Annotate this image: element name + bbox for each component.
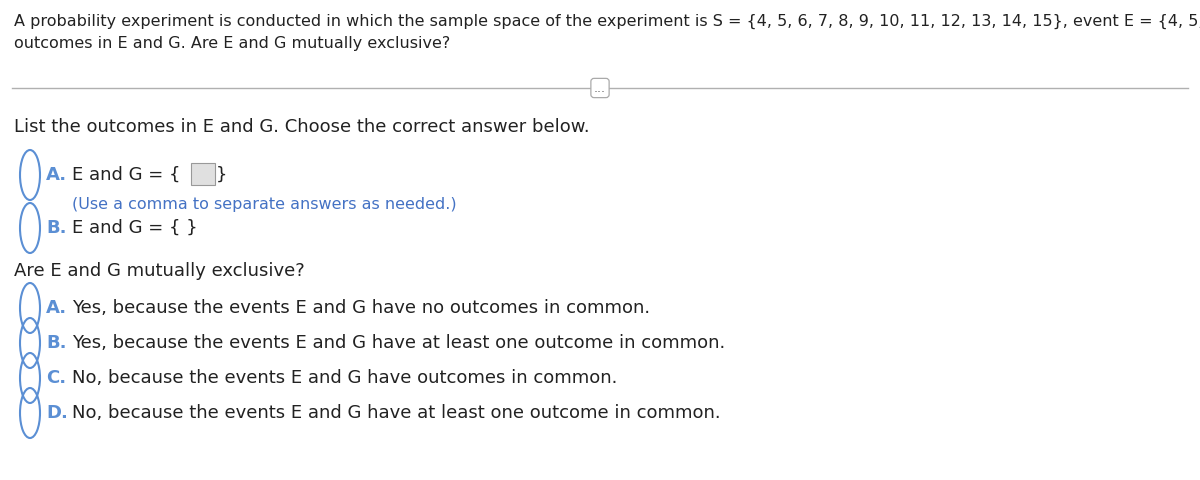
Text: Are E and G mutually exclusive?: Are E and G mutually exclusive? (14, 262, 305, 280)
Text: A.: A. (46, 299, 67, 317)
Text: D.: D. (46, 404, 68, 422)
Text: }: } (216, 166, 227, 184)
Text: No, because the events E and G have at least one outcome in common.: No, because the events E and G have at l… (72, 404, 721, 422)
Text: E and G = { }: E and G = { } (72, 219, 198, 237)
Text: ...: ... (594, 82, 606, 95)
Text: A.: A. (46, 166, 67, 184)
Text: B.: B. (46, 219, 66, 237)
Text: Yes, because the events E and G have at least one outcome in common.: Yes, because the events E and G have at … (72, 334, 725, 352)
Text: (Use a comma to separate answers as needed.): (Use a comma to separate answers as need… (72, 197, 457, 212)
Text: B.: B. (46, 334, 66, 352)
Text: No, because the events E and G have outcomes in common.: No, because the events E and G have outc… (72, 369, 617, 387)
Text: Yes, because the events E and G have no outcomes in common.: Yes, because the events E and G have no … (72, 299, 650, 317)
Text: C.: C. (46, 369, 66, 387)
Text: List the outcomes in E and G. Choose the correct answer below.: List the outcomes in E and G. Choose the… (14, 118, 589, 136)
FancyBboxPatch shape (191, 163, 215, 185)
Text: A probability experiment is conducted in which the sample space of the experimen: A probability experiment is conducted in… (14, 14, 1200, 29)
Text: E and G = {: E and G = { (72, 166, 180, 184)
Text: outcomes in E and G. Are E and G mutually exclusive?: outcomes in E and G. Are E and G mutuall… (14, 36, 450, 51)
